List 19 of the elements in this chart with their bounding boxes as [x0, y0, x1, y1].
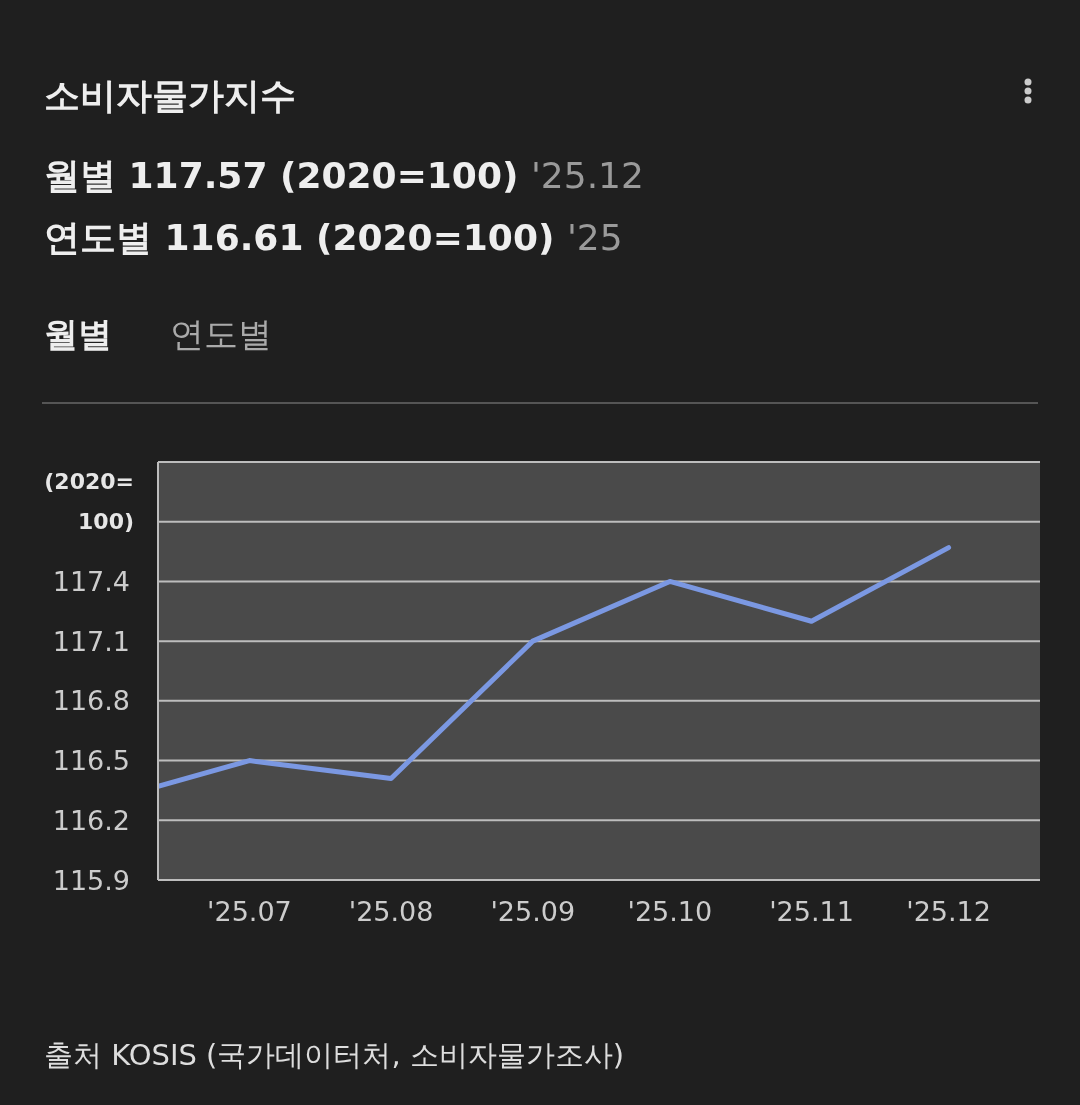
y-tick-label: 115.9 — [52, 864, 130, 896]
y-axis-title: (2020=100) — [43, 468, 134, 536]
y-tick-label: 117.4 — [52, 566, 130, 598]
text: 월별 — [44, 313, 112, 356]
y-tick-label: 116.2 — [52, 804, 130, 836]
text: 연도별 — [170, 313, 272, 356]
x-tick-label: '25.09 — [490, 896, 576, 928]
x-tick-label: '25.12 — [906, 896, 991, 928]
y-tick-label: 116.8 — [52, 685, 130, 717]
y-tick-label: 116.5 — [52, 745, 130, 777]
chart-subtitle: 월별 117.57 (2020=100) '25.12 — [44, 155, 644, 196]
x-tick-label: '25.08 — [348, 896, 434, 928]
chart-title: 소비자물가지수 — [44, 74, 296, 118]
x-tick-label: '25.10 — [627, 896, 713, 928]
text: 연도별 116.61 (2020=100) '25 — [44, 217, 623, 258]
y-tick-label: 117.1 — [52, 625, 130, 657]
x-tick-label: '25.07 — [207, 896, 292, 928]
source-note: 출처 KOSIS (국가데이터처, 소비자물가조사) — [44, 1037, 625, 1074]
x-tick-label: '25.11 — [769, 896, 854, 928]
